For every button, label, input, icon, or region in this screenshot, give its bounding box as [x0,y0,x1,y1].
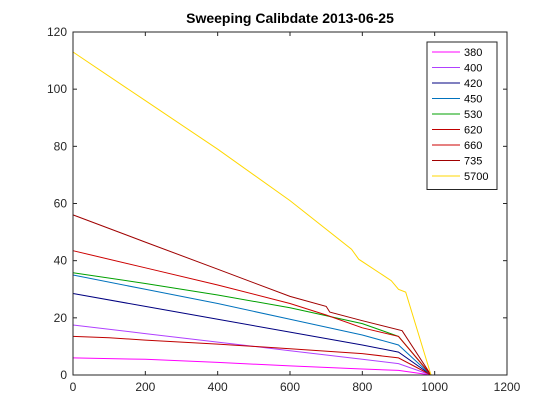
legend-label-400: 400 [464,63,482,75]
series-line-450 [72,274,432,376]
legend: 380 400 420 450 530 620 660 735 5700 [426,41,498,190]
x-tick-label: 1200 [494,380,521,394]
axes-layer: 0 200 400 600 800 1000 1200 0 20 40 60 80 100 120 [47,25,521,394]
x-tick-label: 800 [352,380,372,394]
y-tick-label: 60 [54,197,68,211]
y-tick-label: 80 [54,139,68,153]
x-tick-label: 200 [135,380,155,394]
series-line-400 [72,324,432,376]
series-line-620 [72,335,432,376]
legend-label-735: 735 [464,156,482,168]
series-line-5700 [72,51,432,376]
legend-label-530: 530 [464,109,482,121]
legend-label-450: 450 [464,94,482,106]
y-tick-label: 0 [60,368,67,382]
y-tick-label: 120 [47,25,67,39]
series-line-380 [72,357,432,376]
x-tick-label: 1000 [421,380,448,394]
legend-label-380: 380 [464,47,482,59]
legend-label-620: 620 [464,125,482,137]
series-line-660 [72,250,432,376]
y-tick-label: 40 [54,254,68,268]
y-tick-label: 100 [47,82,67,96]
x-tick-label: 0 [70,380,77,394]
legend-box [426,41,498,190]
legend-label-420: 420 [464,78,482,90]
legend-label-5700: 5700 [464,171,488,183]
x-tick-label: 600 [280,380,300,394]
series-line-420 [72,293,432,376]
y-tick-label: 20 [54,311,68,325]
chart-title: Sweeping Calibdate 2013-06-25 [186,10,394,26]
x-tick-label: 400 [208,380,228,394]
series-line-735 [72,214,432,376]
series-layer [72,51,432,376]
legend-label-660: 660 [464,140,482,152]
